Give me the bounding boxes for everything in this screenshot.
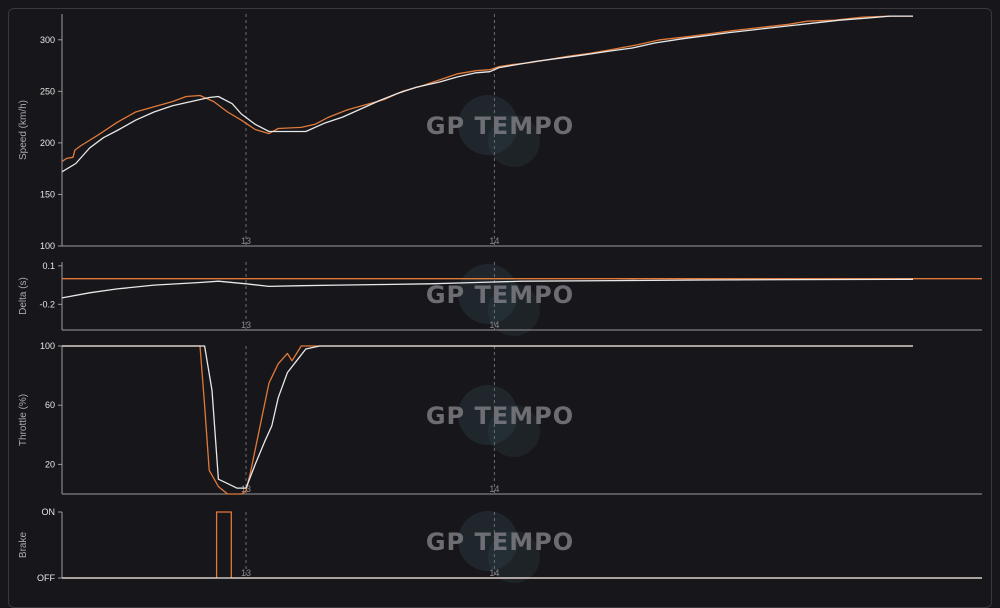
watermark-circle [488,284,540,336]
corner-label: 14 [489,484,499,494]
y-tick-label: 300 [40,35,55,45]
watermark-circle [488,405,540,457]
corner-label: 13 [241,320,251,330]
watermark: GP TEMPO [426,264,574,336]
panel-1: GP TEMPO Speed (km/h) 100 150 200 250 300 13 14 [18,14,982,251]
panel-4: GP TEMPO Brake OFF ON 13 14 [18,507,982,583]
watermark-circle [488,115,540,167]
watermark-text: GP TEMPO [426,528,574,556]
series-line-2 [62,345,913,489]
watermark-circle [458,95,518,155]
watermark-text: GP TEMPO [426,281,574,309]
corner-label: 13 [241,568,251,578]
watermark: GP TEMPO [426,511,574,583]
watermark-circle [458,385,518,445]
y-tick-label: 100 [40,241,55,251]
y-axis-label: Delta (s) [18,277,29,315]
y-axis-label: Speed (km/h) [18,100,29,160]
corner-label: 14 [489,320,499,330]
y-tick-label: 0.1 [42,261,55,271]
corner-label: 14 [489,568,499,578]
y-axis-label: Throttle (%) [18,394,29,446]
corner-label: 13 [241,236,251,246]
watermark-text: GP TEMPO [426,402,574,430]
y-tick-label: 100 [40,341,55,351]
y-tick-label: 20 [45,459,55,469]
y-tick-label: 250 [40,86,55,96]
watermark-circle [458,511,518,571]
y-tick-label: ON [42,507,56,517]
corner-label: 14 [489,236,499,246]
watermark: GP TEMPO [426,95,574,167]
y-tick-label: 60 [45,400,55,410]
series-line-2 [61,278,914,299]
y-tick-label: 150 [40,189,55,199]
watermark: GP TEMPO [426,385,574,457]
y-axis-label: Brake [18,532,29,559]
y-tick-label: -0.2 [39,299,55,309]
y-tick-label: OFF [37,573,55,583]
watermark-circle [488,531,540,583]
series-line-2 [61,15,913,173]
watermark-text: GP TEMPO [426,112,574,140]
panel-2: GP TEMPO Delta (s) 0.1 -0.2 13 14 [18,261,982,336]
y-tick-label: 200 [40,138,55,148]
